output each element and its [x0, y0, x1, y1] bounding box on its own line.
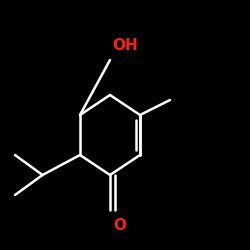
Text: OH: OH [112, 38, 138, 52]
Text: O: O [114, 218, 126, 232]
